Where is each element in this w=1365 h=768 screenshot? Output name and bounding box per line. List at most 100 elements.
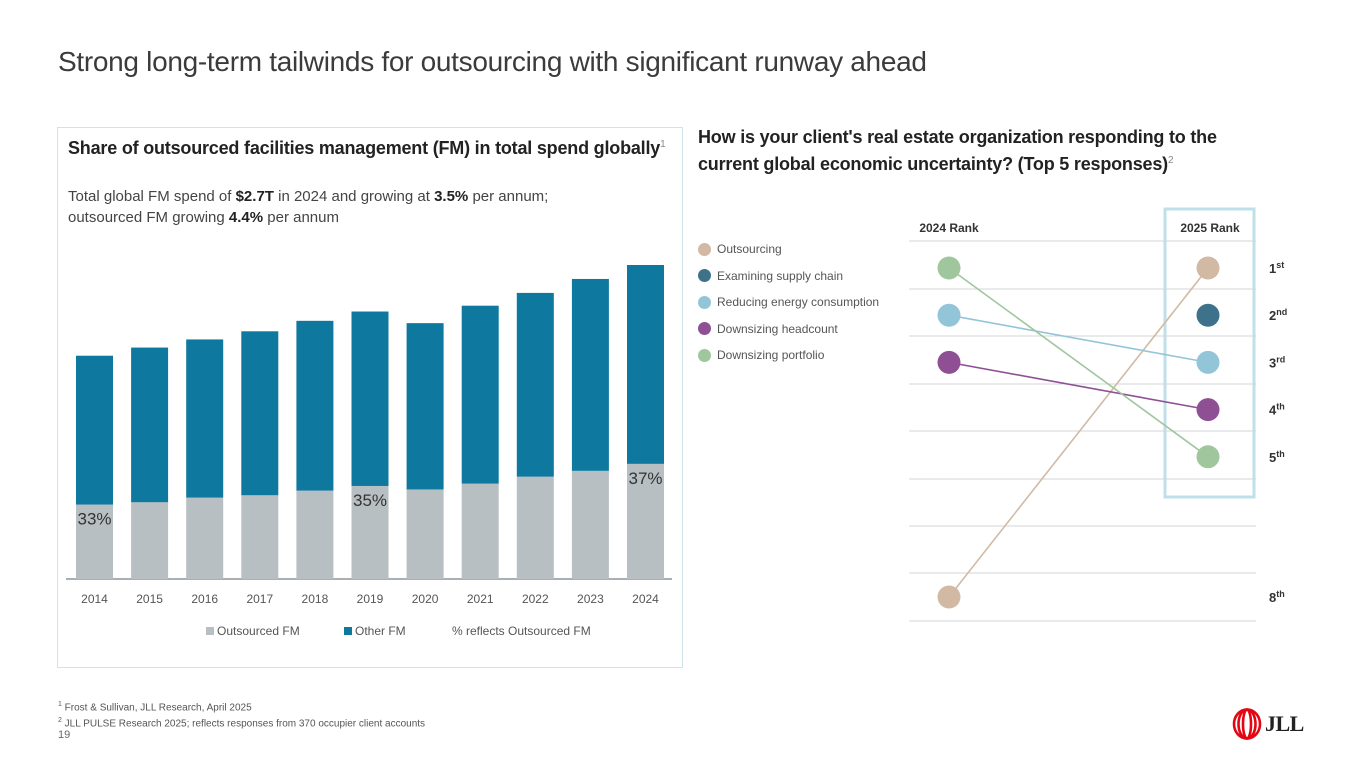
- legend-label: Outsourced FM: [217, 624, 300, 638]
- bar-other-fm: [461, 305, 499, 484]
- rank-label: 3rd: [1269, 354, 1285, 370]
- rank-dot-2025: [1196, 445, 1220, 469]
- right-panel-title: How is your client's real estate organiz…: [698, 126, 1258, 176]
- bar-other-fm: [241, 331, 279, 496]
- x-tick-label: 2021: [467, 592, 494, 606]
- rank-dot-2024: [937, 256, 961, 280]
- legend-outsourced-fm: Outsourced FM: [206, 624, 300, 638]
- sub-outsourced-growth: 4.4%: [228, 209, 264, 226]
- rank-legend: Outsourcing Examining supply chain Reduc…: [698, 236, 879, 369]
- bar-outsourced-fm: [186, 497, 224, 579]
- rank-legend-item: Examining supply chain: [698, 263, 879, 290]
- footnote-marker: 1: [58, 701, 62, 708]
- sub-text: per annum: [263, 209, 339, 226]
- data-label: 37%: [628, 469, 662, 488]
- rank-dot-2024: [937, 303, 961, 327]
- outsourced-fm-panel: Share of outsourced facilities managemen…: [57, 127, 683, 668]
- legend-swatch-outsourced: [206, 627, 214, 635]
- rank-legend-item: Reducing energy consumption: [698, 289, 879, 316]
- x-tick-label: 2022: [522, 592, 549, 606]
- bar-outsourced-fm: [516, 476, 554, 579]
- rank-label: 8th: [1269, 589, 1285, 605]
- rank-label: 4th: [1269, 402, 1285, 418]
- bar-outsourced-fm: [296, 490, 334, 579]
- rank-change-line: [948, 361, 1209, 411]
- bar-outsourced-fm: [406, 489, 444, 579]
- stacked-bar-chart: 2014 2015 2016 2017 2018 2019 2020 2021 2022 2023…: [66, 265, 672, 606]
- rank-dot-2025: [1196, 398, 1220, 422]
- legend-label: Outsourcing: [717, 242, 782, 257]
- sub-total-spend: $2.7T: [235, 188, 274, 205]
- x-tick-label: 2023: [577, 592, 604, 606]
- legend-label: Downsizing portfolio: [717, 348, 825, 363]
- legend-dot: [698, 322, 711, 336]
- rank-change-line: [948, 267, 1209, 598]
- x-tick-label: 2019: [357, 592, 384, 606]
- bar-outsourced-fm: [131, 502, 169, 579]
- column-header-2024: 2024 Rank: [919, 221, 979, 235]
- bar-other-fm: [186, 339, 224, 498]
- legend-label: Downsizing headcount: [717, 321, 838, 336]
- page-title: Strong long-term tailwinds for outsourci…: [58, 46, 927, 77]
- footnote-text: JLL PULSE Research 2025; reflects respon…: [61, 718, 426, 730]
- rank-dot-2025: [1196, 303, 1220, 327]
- sub-text: per annum;: [468, 188, 549, 205]
- x-tick-label: 2017: [246, 592, 273, 606]
- legend-note: % reflects Outsourced FM: [452, 624, 591, 638]
- left-panel-subtitle: Total global FM spend of $2.7T in 2024 a…: [68, 186, 548, 228]
- rank-dot-2024: [937, 585, 961, 609]
- highlight-2025-column: [1163, 207, 1256, 499]
- x-tick-label: 2015: [136, 592, 163, 606]
- bar-other-fm: [76, 355, 113, 505]
- right-title-text: How is your client's real estate organiz…: [698, 127, 1217, 174]
- bar-outsourced-fm: [241, 495, 279, 579]
- rank-dot-2025: [1196, 350, 1220, 374]
- footnote-ref-2: 2: [1167, 155, 1174, 166]
- rank-dot-2025: [1196, 256, 1220, 280]
- footnotes: 1 Frost & Sullivan, JLL Research, April …: [58, 698, 425, 731]
- legend-dot: [698, 242, 711, 256]
- rank-legend-item: Downsizing portfolio: [698, 342, 879, 369]
- rank-label: 5th: [1269, 449, 1285, 465]
- footnote-text: Frost & Sullivan, JLL Research, April 20…: [61, 702, 252, 714]
- bar-outsourced-fm: [76, 504, 113, 579]
- left-panel-title: Share of outsourced facilities managemen…: [68, 138, 666, 159]
- page-number: 19: [58, 729, 71, 741]
- footnote-2: 2 JLL PULSE Research 2025; reflects resp…: [58, 714, 425, 730]
- bar-other-fm: [627, 265, 664, 464]
- legend-dot: [698, 348, 711, 362]
- sub-growth-rate: 3.5%: [434, 188, 469, 205]
- legend-note-text: % reflects Outsourced FM: [452, 624, 591, 638]
- bar-other-fm: [516, 292, 554, 477]
- bar-other-fm: [406, 323, 444, 490]
- rank-label: 2nd: [1269, 307, 1287, 323]
- bar-outsourced-fm: [461, 483, 499, 579]
- x-tick-label: 2016: [191, 592, 218, 606]
- legend-dot: [698, 269, 711, 283]
- bar-other-fm: [296, 320, 334, 491]
- bar-outsourced-fm: [351, 485, 389, 579]
- x-tick-label: 2014: [81, 592, 108, 606]
- rank-dot-2024: [937, 350, 961, 374]
- sub-text: Total global FM spend of: [68, 188, 236, 205]
- sub-text: outsourced FM growing: [68, 209, 229, 226]
- bar-other-fm: [571, 278, 609, 471]
- column-header-2025: 2025 Rank: [1180, 221, 1240, 235]
- footnote-marker: 2: [58, 717, 62, 725]
- jll-helix-icon: [1232, 708, 1262, 740]
- bar-outsourced-fm: [627, 463, 664, 579]
- footnote-1: 1 Frost & Sullivan, JLL Research, April …: [58, 698, 425, 714]
- legend-label: Other FM: [355, 624, 406, 638]
- footnote-ref-1: 1: [660, 139, 666, 150]
- bar-other-fm: [351, 311, 389, 486]
- sub-text: in 2024 and growing at: [273, 188, 435, 205]
- data-label: 33%: [77, 510, 111, 529]
- legend-dot: [698, 295, 711, 309]
- legend-other-fm: Other FM: [344, 624, 406, 638]
- rank-change-line: [948, 267, 1209, 458]
- jll-logo: JLL: [1232, 708, 1304, 740]
- x-tick-label: 2024: [632, 592, 659, 606]
- x-tick-label: 2018: [302, 592, 329, 606]
- rank-label: 1st: [1269, 260, 1284, 276]
- data-label: 35%: [353, 491, 387, 510]
